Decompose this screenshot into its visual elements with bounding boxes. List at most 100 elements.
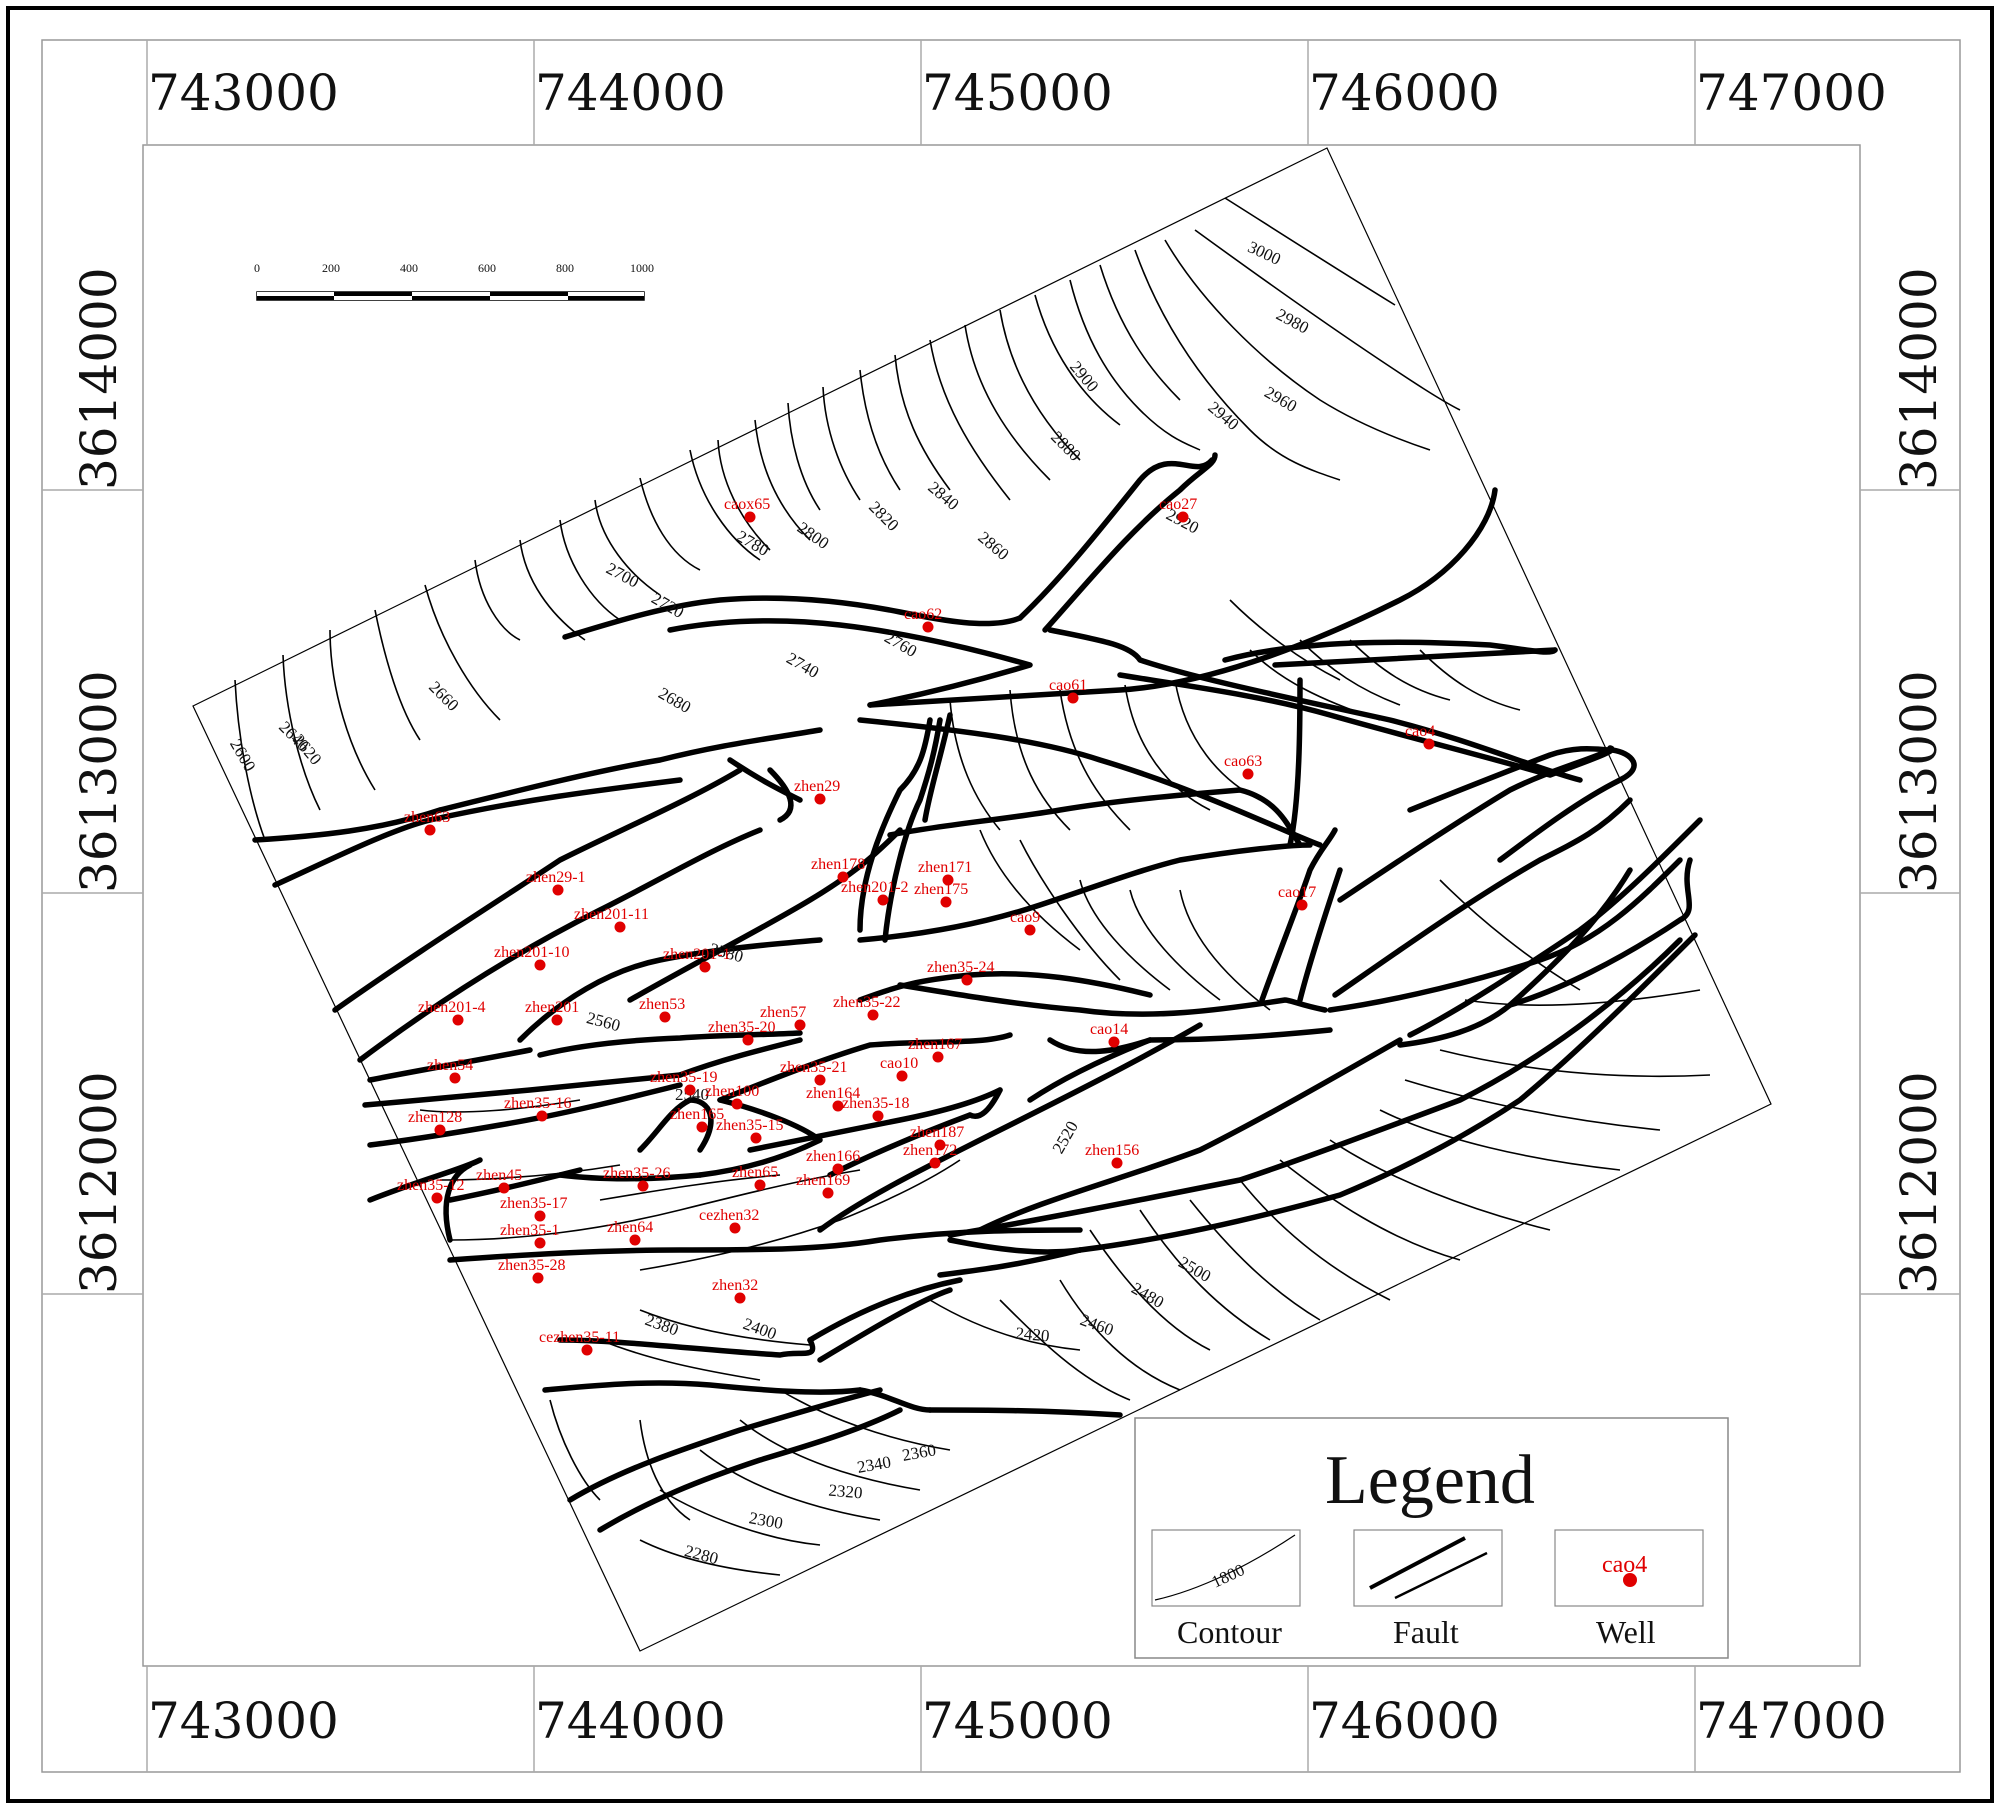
well-dot[interactable] xyxy=(452,1014,464,1026)
well-marker[interactable]: zhen172 xyxy=(903,1142,957,1169)
well-dot[interactable] xyxy=(932,1051,944,1063)
well-dot[interactable] xyxy=(961,974,973,986)
well-marker[interactable]: zhen164 xyxy=(806,1085,860,1112)
well-dot[interactable] xyxy=(1423,738,1435,750)
well-marker[interactable]: zhen29 xyxy=(794,778,840,805)
well-marker[interactable]: zhen35-19 xyxy=(650,1069,718,1096)
well-dot[interactable] xyxy=(532,1272,544,1284)
well-marker[interactable]: zhen171 xyxy=(918,859,972,886)
well-marker[interactable]: zhen187 xyxy=(910,1124,964,1151)
well-dot[interactable] xyxy=(1024,924,1036,936)
well-marker[interactable]: zhen35-16 xyxy=(504,1095,572,1122)
well-marker[interactable]: zhen35-15 xyxy=(716,1117,784,1144)
well-marker[interactable]: zhen167 xyxy=(908,1036,962,1063)
well-marker[interactable]: cao17 xyxy=(1278,884,1316,911)
well-dot[interactable] xyxy=(942,874,954,886)
well-dot[interactable] xyxy=(581,1344,593,1356)
well-dot[interactable] xyxy=(449,1072,461,1084)
well-dot[interactable] xyxy=(1108,1036,1120,1048)
well-dot[interactable] xyxy=(637,1180,649,1192)
well-marker[interactable]: zhen63 xyxy=(404,809,450,836)
well-dot[interactable] xyxy=(877,894,889,906)
well-marker[interactable]: cao14 xyxy=(1090,1021,1128,1048)
well-dot[interactable] xyxy=(684,1084,696,1096)
well-marker[interactable]: zhen201-1 xyxy=(663,946,731,973)
well-marker[interactable]: cao62 xyxy=(904,606,942,633)
well-dot[interactable] xyxy=(552,884,564,896)
well-marker[interactable]: cezhen32 xyxy=(699,1207,759,1234)
well-marker[interactable]: zhen57 xyxy=(760,1004,806,1031)
well-marker[interactable]: zhen165 xyxy=(670,1106,724,1133)
well-marker[interactable]: cao4 xyxy=(1405,723,1435,750)
well-marker[interactable]: zhen201 xyxy=(525,999,579,1026)
well-marker[interactable]: zhen35-28 xyxy=(498,1257,566,1284)
well-marker[interactable]: zhen29-1 xyxy=(526,869,586,896)
well-dot[interactable] xyxy=(929,1157,941,1169)
well-marker[interactable]: zhen54 xyxy=(427,1057,473,1084)
well-marker[interactable]: zhen100 xyxy=(705,1083,759,1110)
well-dot[interactable] xyxy=(614,921,626,933)
well-dot[interactable] xyxy=(629,1234,641,1246)
well-marker[interactable]: zhen169 xyxy=(796,1172,850,1199)
well-marker[interactable]: zhen35-18 xyxy=(842,1095,910,1122)
well-dot[interactable] xyxy=(814,1074,826,1086)
well-dot[interactable] xyxy=(498,1182,510,1194)
well-dot[interactable] xyxy=(536,1110,548,1122)
well-marker[interactable]: zhen201-11 xyxy=(574,906,649,933)
well-dot[interactable] xyxy=(1067,692,1079,704)
well-dot[interactable] xyxy=(696,1121,708,1133)
well-marker[interactable]: zhen64 xyxy=(607,1219,653,1246)
well-dot[interactable] xyxy=(872,1110,884,1122)
well-dot[interactable] xyxy=(659,1011,671,1023)
well-dot[interactable] xyxy=(867,1009,879,1021)
well-marker[interactable]: zhen201-10 xyxy=(494,944,570,971)
well-marker[interactable]: cao61 xyxy=(1049,677,1087,704)
well-dot[interactable] xyxy=(744,511,756,523)
well-marker[interactable]: zhen65 xyxy=(732,1164,778,1191)
well-dot[interactable] xyxy=(794,1019,806,1031)
well-dot[interactable] xyxy=(822,1187,834,1199)
well-marker[interactable]: zhen35-21 xyxy=(780,1059,848,1086)
well-marker[interactable]: zhen128 xyxy=(408,1109,462,1136)
well-dot[interactable] xyxy=(1242,768,1254,780)
well-marker[interactable]: zhen156 xyxy=(1085,1142,1139,1169)
well-marker[interactable]: cao27 xyxy=(1159,496,1197,523)
well-dot[interactable] xyxy=(754,1179,766,1191)
well-dot[interactable] xyxy=(814,793,826,805)
well-dot[interactable] xyxy=(742,1034,754,1046)
well-dot[interactable] xyxy=(837,871,849,883)
well-marker[interactable]: zhen35-20 xyxy=(708,1019,776,1046)
well-marker[interactable]: zhen35-12 xyxy=(397,1177,465,1204)
well-marker[interactable]: cao63 xyxy=(1224,753,1262,780)
well-marker[interactable]: zhen35-26 xyxy=(603,1165,671,1192)
well-marker[interactable]: zhen166 xyxy=(806,1148,860,1175)
well-dot[interactable] xyxy=(551,1014,563,1026)
well-dot[interactable] xyxy=(934,1139,946,1151)
well-marker[interactable]: caox65 xyxy=(724,496,770,523)
well-dot[interactable] xyxy=(731,1098,743,1110)
well-dot[interactable] xyxy=(750,1132,762,1144)
well-marker[interactable]: zhen32 xyxy=(712,1277,758,1304)
well-marker[interactable]: zhen35-22 xyxy=(833,994,901,1021)
well-marker[interactable]: zhen201-4 xyxy=(418,999,486,1026)
well-marker[interactable]: cao9 xyxy=(1010,909,1040,936)
well-dot[interactable] xyxy=(534,1210,546,1222)
well-marker[interactable]: zhen35-17 xyxy=(500,1195,568,1222)
well-dot[interactable] xyxy=(699,961,711,973)
well-dot[interactable] xyxy=(1111,1157,1123,1169)
well-marker[interactable]: zhen35-24 xyxy=(927,959,995,986)
well-dot[interactable] xyxy=(434,1124,446,1136)
well-dot[interactable] xyxy=(832,1163,844,1175)
well-dot[interactable] xyxy=(940,896,952,908)
well-marker[interactable]: zhen175 xyxy=(914,881,968,908)
well-marker[interactable]: zhen178 xyxy=(811,856,865,883)
well-marker[interactable]: zhen201-2 xyxy=(841,879,909,906)
well-dot[interactable] xyxy=(832,1100,844,1112)
well-dot[interactable] xyxy=(534,959,546,971)
well-marker[interactable]: cezhen35-11 xyxy=(539,1329,620,1356)
well-dot[interactable] xyxy=(729,1222,741,1234)
well-dot[interactable] xyxy=(534,1237,546,1249)
well-dot[interactable] xyxy=(1296,899,1308,911)
well-dot[interactable] xyxy=(424,824,436,836)
well-dot[interactable] xyxy=(896,1070,908,1082)
